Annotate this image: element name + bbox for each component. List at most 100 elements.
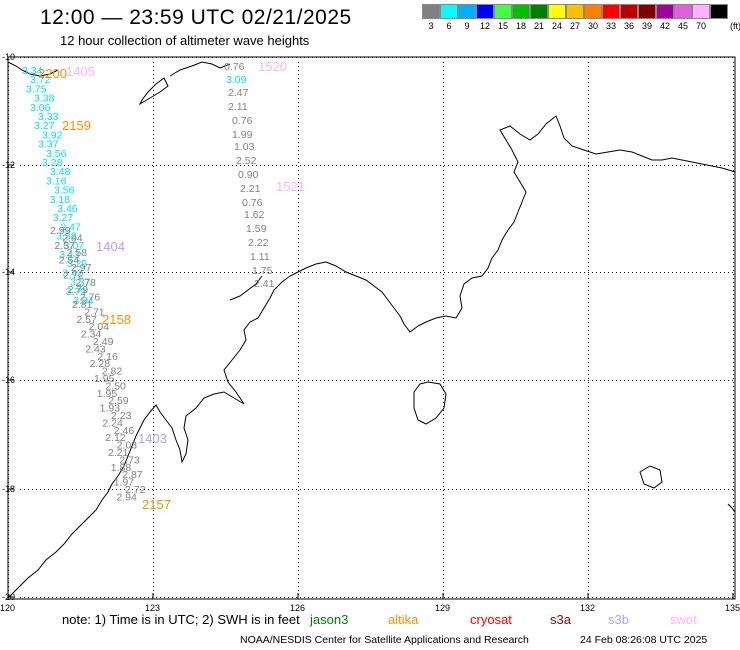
lon-gridline-dot: [443, 262, 444, 263]
lon-gridline-dot: [733, 454, 734, 455]
lat-gridline-dot: [64, 489, 65, 490]
lat-gridline-dot: [492, 165, 493, 166]
lon-gridline-dot: [733, 466, 734, 467]
lon-gridline-dot: [8, 446, 9, 447]
wave-height-value: 1.95: [94, 373, 115, 385]
lat-gridline-dot: [376, 489, 377, 490]
lat-gridline-dot: [92, 272, 93, 273]
lat-gridline-dot: [464, 272, 465, 273]
lon-gridline-dot: [733, 238, 734, 239]
lon-gridline-dot: [153, 542, 154, 543]
lat-gridline-dot: [48, 597, 49, 598]
lon-gridline-dot: [153, 458, 154, 459]
lon-gridline-dot: [733, 206, 734, 207]
lon-gridline-dot: [298, 442, 299, 443]
lat-gridline-dot: [124, 57, 125, 58]
lat-gridline-dot: [120, 57, 121, 58]
scale-bin: 30: [584, 4, 602, 31]
lat-gridline-dot: [444, 489, 445, 490]
lat-gridline-dot: [432, 597, 433, 598]
lon-gridline-dot: [8, 202, 9, 203]
wave-height-value: 3.32: [56, 231, 77, 243]
lat-gridline-dot: [536, 380, 537, 381]
scale-swatch: [638, 4, 656, 19]
lat-gridline-dot: [96, 165, 97, 166]
lat-gridline-dot: [208, 57, 209, 58]
wave-height-value: 2.79: [68, 284, 89, 296]
lon-gridline-dot: [588, 246, 589, 247]
scale-swatch: [422, 4, 440, 19]
wave-height-value: 2.34: [81, 329, 102, 341]
lon-gridline-dot: [588, 194, 589, 195]
lon-gridline-dot: [8, 62, 9, 63]
lat-gridline-dot: [220, 57, 221, 58]
lat-gridline-dot: [108, 380, 109, 381]
lon-gridline-dot: [298, 170, 299, 171]
lon-gridline-dot: [443, 502, 444, 503]
lat-gridline-dot: [620, 272, 621, 273]
lat-gridline-dot: [664, 597, 665, 598]
lat-gridline-dot: [168, 489, 169, 490]
lat-gridline-dot: [136, 165, 137, 166]
lon-gridline-dot: [733, 310, 734, 311]
lat-gridline-dot: [536, 165, 537, 166]
lon-gridline-dot: [443, 274, 444, 275]
lon-gridline-dot: [588, 142, 589, 143]
wave-height-value: 1.93: [100, 403, 121, 415]
lon-gridline-dot: [153, 570, 154, 571]
lat-gridline-dot: [512, 165, 513, 166]
lat-gridline-dot: [484, 597, 485, 598]
wave-height-value: 3.48: [50, 166, 71, 178]
lat-gridline-dot: [492, 489, 493, 490]
lon-gridline-dot: [8, 234, 9, 235]
lat-gridline-dot: [376, 165, 377, 166]
lon-gridline-dot: [588, 462, 589, 463]
lon-gridline-dot: [443, 554, 444, 555]
lon-gridline-dot: [153, 270, 154, 271]
lat-gridline-dot: [356, 57, 357, 58]
lat-gridline-dot: [200, 272, 201, 273]
lat-gridline-dot: [384, 597, 385, 598]
lon-gridline-dot: [8, 238, 9, 239]
lat-gridline-dot: [552, 597, 553, 598]
lon-gridline-dot: [153, 374, 154, 375]
lon-gridline-dot: [733, 514, 734, 515]
lat-gridline-dot: [72, 165, 73, 166]
lat-gridline-dot: [500, 272, 501, 273]
lat-gridline-dot: [232, 380, 233, 381]
lon-gridline-dot: [153, 162, 154, 163]
lat-gridline-dot: [224, 57, 225, 58]
lon-gridline-dot: [153, 174, 154, 175]
lat-label: -12: [2, 160, 15, 170]
lat-gridline-dot: [212, 380, 213, 381]
lon-gridline-dot: [733, 266, 734, 267]
lat-gridline-dot: [276, 165, 277, 166]
lon-gridline-dot: [443, 498, 444, 499]
wave-height-value: 1.11: [250, 251, 270, 263]
lat-gridline-dot: [352, 165, 353, 166]
lon-gridline-dot: [153, 502, 154, 503]
lat-gridline-dot: [228, 489, 229, 490]
lon-gridline-dot: [588, 322, 589, 323]
lat-gridline-dot: [68, 380, 69, 381]
lat-gridline-dot: [292, 489, 293, 490]
lon-gridline-dot: [298, 230, 299, 231]
lat-gridline-dot: [68, 57, 69, 58]
lon-gridline-dot: [733, 298, 734, 299]
lat-gridline-dot: [368, 380, 369, 381]
lat-gridline-dot: [708, 272, 709, 273]
lat-gridline-dot: [452, 380, 453, 381]
lat-gridline-dot: [412, 272, 413, 273]
lat-gridline-dot: [696, 165, 697, 166]
lat-gridline-dot: [180, 380, 181, 381]
lat-gridline-dot: [564, 489, 565, 490]
lat-gridline-dot: [304, 597, 305, 598]
lon-gridline-dot: [153, 234, 154, 235]
lat-gridline-dot: [448, 165, 449, 166]
lon-gridline-dot: [443, 578, 444, 579]
lon-gridline-dot: [153, 278, 154, 279]
lat-gridline-dot: [636, 380, 637, 381]
lon-gridline-dot: [153, 574, 154, 575]
wave-height-value: 3.33: [38, 111, 59, 123]
lat-gridline-dot: [708, 57, 709, 58]
